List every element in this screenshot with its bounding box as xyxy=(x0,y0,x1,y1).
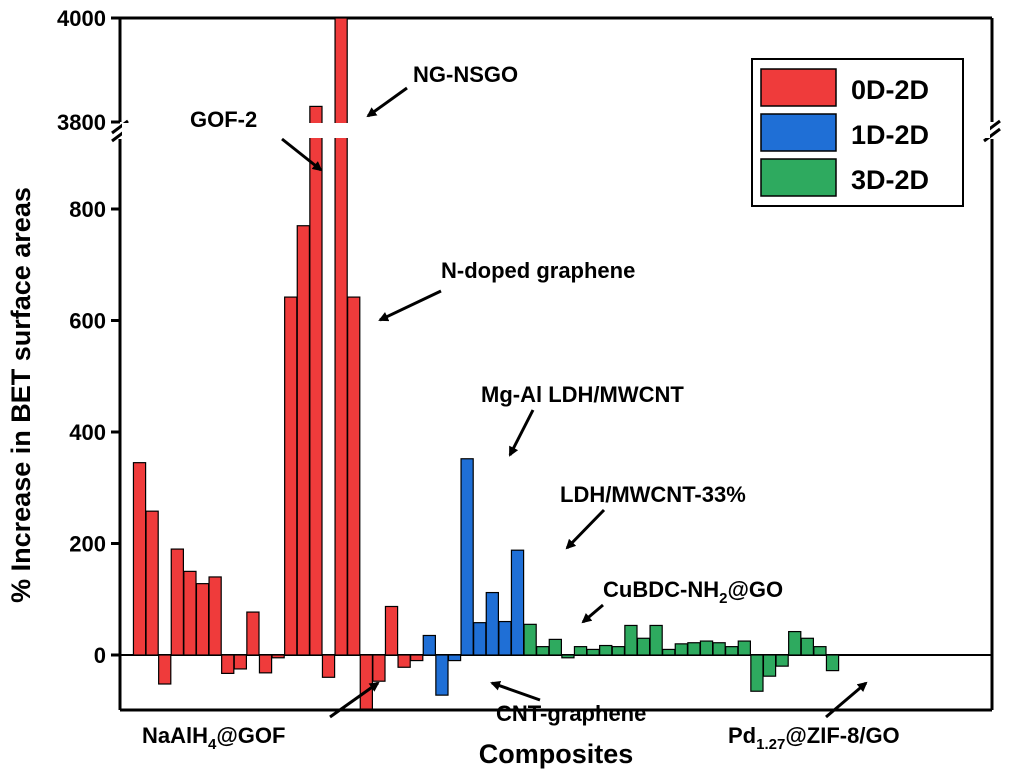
bar-3d-2d xyxy=(599,644,613,656)
bar-3d-2d xyxy=(573,646,588,656)
y-ticks: 0 200 400 600 800 3800 4000 xyxy=(57,6,120,668)
bar-0d-2d xyxy=(296,225,310,656)
annotations: GOF-2 NG-NSGO N-doped graphene Mg-Al LDH… xyxy=(142,62,900,753)
y-tick-label: 600 xyxy=(69,309,106,334)
plot-frame xyxy=(111,16,1001,712)
bar-1d-2d xyxy=(473,622,487,656)
bar-3d-2d xyxy=(775,654,789,667)
y-tick-label: 4000 xyxy=(57,6,106,31)
bar-3d-2d xyxy=(687,642,701,656)
bar-0d-2d xyxy=(271,654,285,659)
legend-swatch-3d-2d xyxy=(760,158,837,197)
bar-1d-2d xyxy=(447,654,462,662)
annotation-pd-zif8: Pd1.27@ZIF-8/GO xyxy=(728,723,900,753)
bar-0d-2d xyxy=(397,654,411,668)
bar-0d-2d xyxy=(195,583,210,656)
arrow-pd-zif8 xyxy=(825,681,868,719)
annotation-cubdc: CuBDC-NH2@GO xyxy=(603,577,783,607)
bar-1d-2d xyxy=(435,654,449,696)
y-tick-label: 200 xyxy=(69,532,106,557)
bar-1d-2d xyxy=(498,620,512,656)
arrow-cubdc xyxy=(581,603,604,624)
bar-3d-2d xyxy=(762,654,777,677)
arrow-n-doped-graphene xyxy=(378,289,442,322)
bar-1d-2d xyxy=(510,549,525,656)
annotation-naalh4: NaAlH4@GOF xyxy=(142,723,285,753)
bar-3d-2d xyxy=(750,654,764,692)
arrow-mg-al-ldh xyxy=(508,409,535,457)
bar-3d-2d xyxy=(636,637,651,656)
arrow-ng-nsgo xyxy=(366,86,408,118)
legend: 0D-2D 1D-2D 3D-2D xyxy=(751,58,964,207)
y-axis-title: % Increase in BET surface areas xyxy=(6,187,36,603)
x-axis-title: Composites xyxy=(479,739,634,769)
bar-3d-2d xyxy=(725,646,739,656)
bar-3d-2d xyxy=(800,637,814,656)
bar-3d-2d xyxy=(674,643,688,656)
arrow-gof2 xyxy=(281,137,323,172)
y-tick-label: 400 xyxy=(69,420,106,445)
bar-0d-2d xyxy=(246,611,260,656)
annotation-cnt-graphene: CNT-graphene xyxy=(496,701,646,726)
bar-3d-2d xyxy=(712,642,726,656)
bar-0d-2d xyxy=(170,548,184,656)
annotation-mg-al-ldh: Mg-Al LDH/MWCNT xyxy=(481,382,684,407)
y-tick-label: 800 xyxy=(69,197,106,222)
bar-0d-2d xyxy=(284,296,298,656)
bar-0d-2d xyxy=(347,296,361,656)
bar-0d-2d xyxy=(309,105,323,656)
legend-label-3d-2d: 3D-2D xyxy=(851,165,929,195)
legend-label-0d-2d: 0D-2D xyxy=(851,75,929,105)
bar-0d-2d xyxy=(233,654,247,670)
annotation-n-doped-graphene: N-doped graphene xyxy=(441,258,635,283)
bar-1d-2d xyxy=(460,458,474,656)
bar-3d-2d xyxy=(737,640,751,656)
annotation-gof2: GOF-2 xyxy=(190,107,257,132)
bar-3d-2d xyxy=(813,646,827,656)
bar-1d-2d xyxy=(485,591,499,656)
bar-3d-2d xyxy=(788,630,802,656)
bar-3d-2d xyxy=(825,654,840,672)
bar-3d-2d xyxy=(662,648,676,656)
axis-break-mark-right-2 xyxy=(983,127,1001,143)
bar-3d-2d xyxy=(536,646,550,656)
bar-3d-2d xyxy=(523,623,537,656)
bar-0d-2d xyxy=(372,654,386,682)
bar-0d-2d xyxy=(334,17,348,656)
bar-3d-2d xyxy=(561,654,575,659)
annotation-ng-nsgo: NG-NSGO xyxy=(413,62,518,87)
y-tick-label: 0 xyxy=(94,643,106,668)
arrow-ldh-mwcnt-33 xyxy=(565,508,606,550)
bar-3d-2d xyxy=(586,648,600,656)
bar-3d-2d xyxy=(624,624,638,656)
bar-0d-2d xyxy=(158,654,172,685)
bar-0d-2d xyxy=(145,510,159,656)
arrow-cnt-graphene xyxy=(490,680,541,702)
arrow-naalh4 xyxy=(329,681,380,719)
bar-1d-2d xyxy=(422,634,436,656)
annotation-ldh-mwcnt-33: LDH/MWCNT-33% xyxy=(560,482,746,507)
legend-swatch-0d-2d xyxy=(760,68,837,107)
bar-0d-2d xyxy=(410,654,424,662)
bar-0d-2d xyxy=(183,570,197,656)
bar-3d-2d xyxy=(548,638,562,656)
bar-0d-2d xyxy=(221,654,235,674)
legend-label-1d-2d: 1D-2D xyxy=(851,120,929,150)
bar-3d-2d xyxy=(649,624,663,656)
legend-swatch-1d-2d xyxy=(760,113,837,152)
bar-0d-2d xyxy=(258,654,273,674)
y-tick-label: 3800 xyxy=(57,110,106,135)
bar-0d-2d xyxy=(359,654,373,710)
bar-3d-2d xyxy=(699,640,714,656)
bar-0d-2d xyxy=(208,576,222,656)
bar-0d-2d xyxy=(132,462,147,656)
bar-3d-2d xyxy=(611,646,625,656)
bar-0d-2d xyxy=(321,654,336,678)
bar-0d-2d xyxy=(384,605,399,656)
